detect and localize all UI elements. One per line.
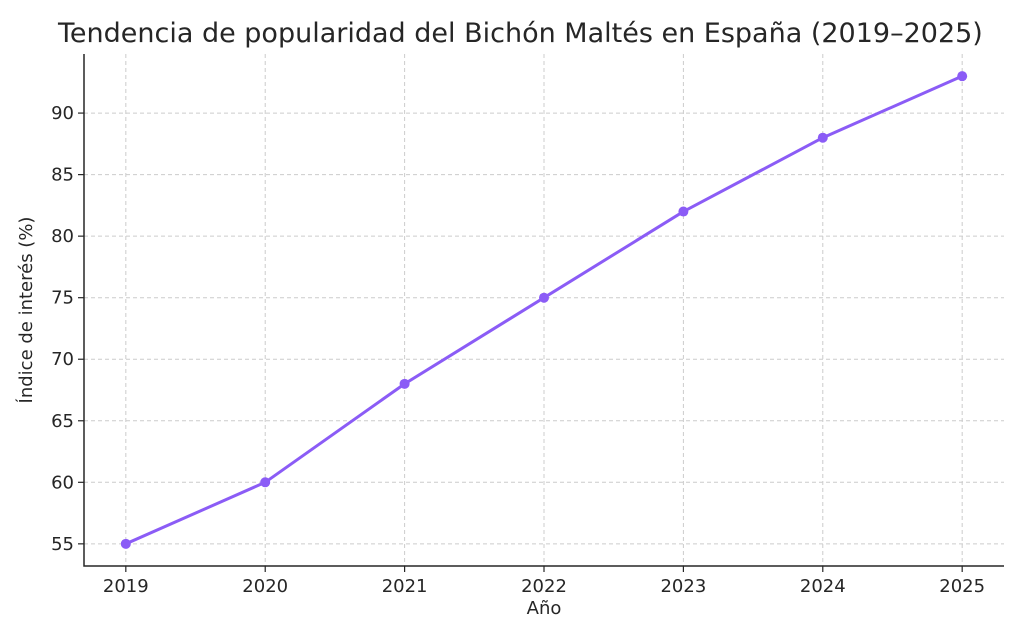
y-axis-label: Índice de interés (%) <box>15 217 37 404</box>
series-group <box>120 71 968 549</box>
y-tick-label-0: 55 <box>51 534 74 555</box>
y-tick-label-2: 65 <box>51 411 74 432</box>
x-axis-ticks: 2019 2020 2021 2022 2023 2024 2025 <box>103 566 985 597</box>
x-tick-label-5: 2024 <box>800 576 846 597</box>
y-tick-label-6: 85 <box>51 165 74 186</box>
axes <box>83 54 1004 567</box>
x-tick-label-0: 2019 <box>103 576 149 597</box>
y-tick-label-1: 60 <box>51 472 74 493</box>
data-point-2024 <box>817 132 828 143</box>
x-tick-label-2: 2021 <box>382 576 428 597</box>
x-tick-label-4: 2023 <box>660 576 706 597</box>
data-point-2022 <box>539 292 549 303</box>
axis-spines <box>83 54 1004 567</box>
y-tick-label-7: 90 <box>51 103 74 124</box>
data-point-2023 <box>678 206 689 217</box>
y-tick-label-5: 80 <box>51 226 74 247</box>
x-axis-label: Año <box>527 598 562 619</box>
chart-title: Tendencia de popularidad del Bichón Malt… <box>57 18 983 49</box>
grid <box>84 54 1004 566</box>
y-axis-ticks: 55 60 65 70 75 80 85 90 <box>51 103 84 555</box>
data-point-2020 <box>260 477 271 488</box>
x-tick-label-6: 2025 <box>939 576 985 597</box>
x-tick-label-1: 2020 <box>242 576 288 597</box>
y-tick-label-3: 70 <box>51 349 74 370</box>
data-point-2019 <box>120 538 131 549</box>
data-point-2021 <box>399 378 410 389</box>
y-tick-label-4: 75 <box>51 288 74 309</box>
data-point-2025 <box>957 71 968 82</box>
x-tick-label-3: 2022 <box>521 576 567 597</box>
